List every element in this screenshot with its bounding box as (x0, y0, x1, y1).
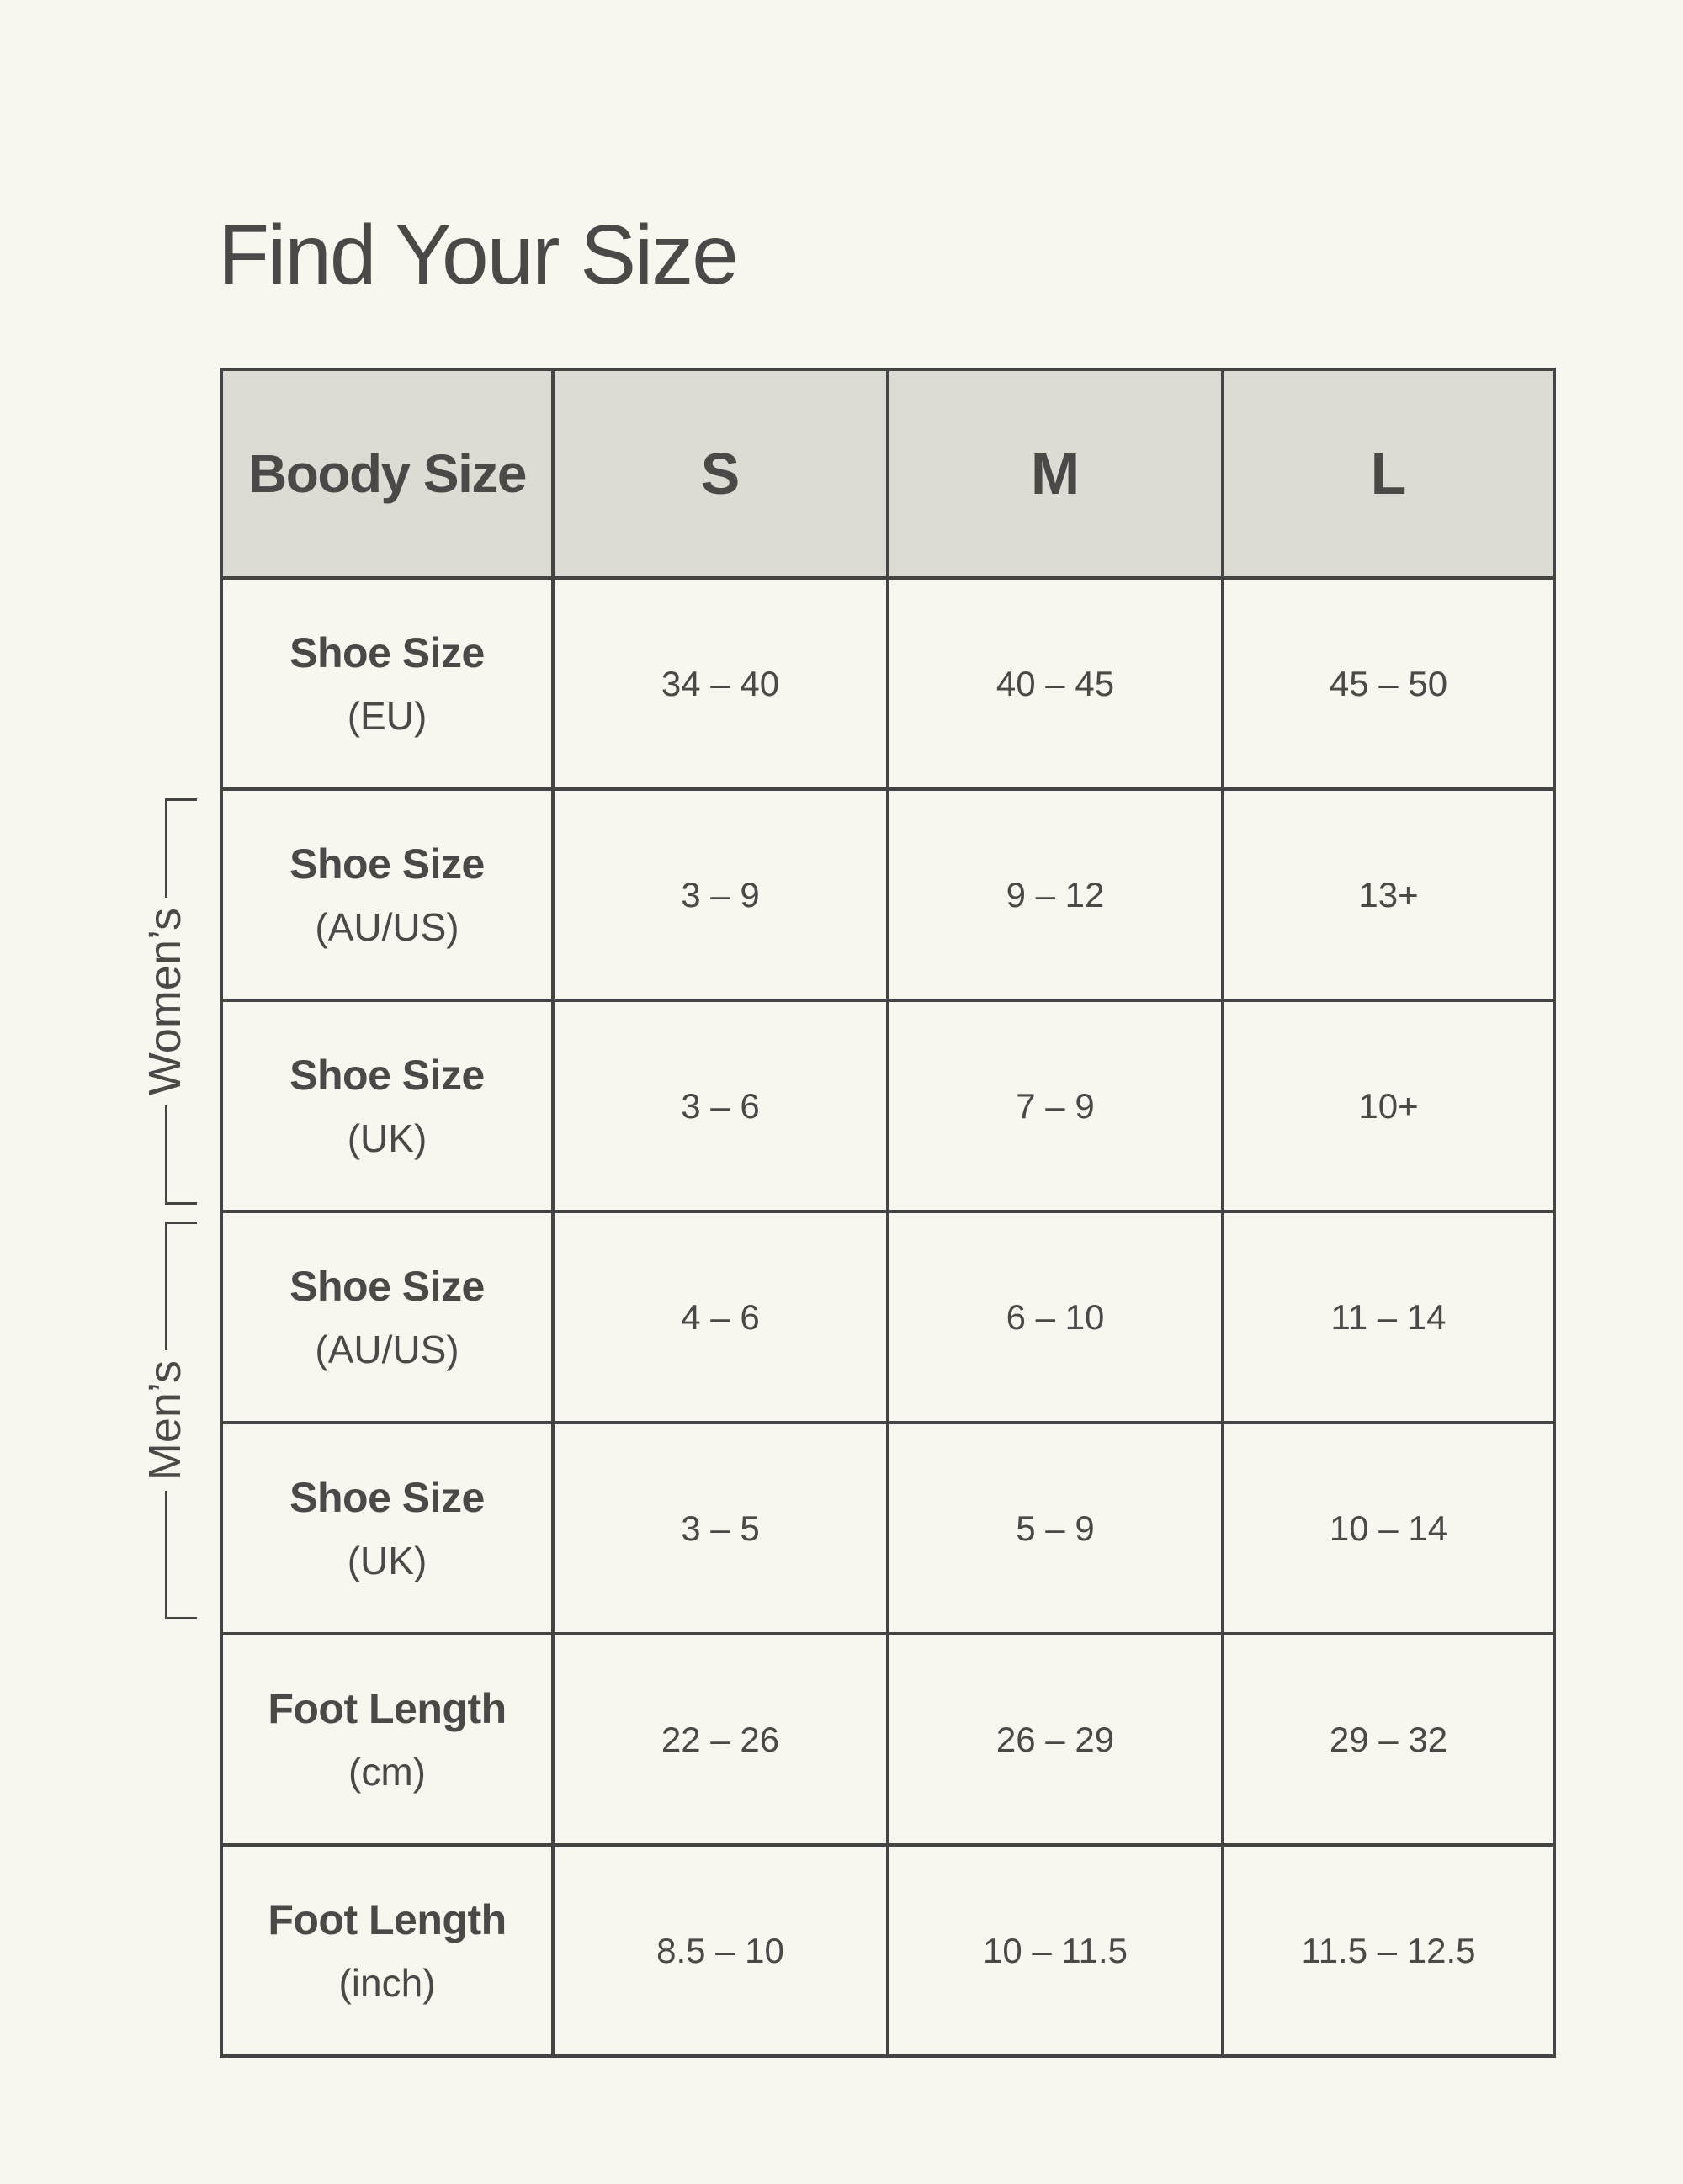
row-unit: (AU/US) (315, 1327, 459, 1371)
size-value-cell: 40 – 45 (886, 576, 1224, 791)
size-value-cell: 10+ (1221, 999, 1556, 1213)
size-value-cell: 7 – 9 (886, 999, 1224, 1213)
row-label: Shoe Size (289, 1052, 485, 1100)
row-header-cell: Foot Length (inch) (220, 1843, 555, 2058)
table-row-foot-length-inch: Foot Length (inch) 8.5 – 10 10 – 11.5 11… (220, 1843, 1556, 2058)
size-value-cell: 13+ (1221, 787, 1556, 1002)
column-header-l: L (1221, 368, 1556, 580)
table-header-row: Boody Size S M L (220, 368, 1556, 580)
row-header-cell: Shoe Size (UK) (220, 1421, 555, 1635)
row-unit: (cm) (348, 1749, 426, 1794)
size-value-cell: 4 – 6 (551, 1210, 889, 1424)
womens-bracket-label: Women’s (140, 907, 190, 1096)
row-unit: (EU) (347, 693, 427, 738)
row-header-cell: Shoe Size (AU/US) (220, 1210, 555, 1424)
size-value-cell: 5 – 9 (886, 1421, 1224, 1635)
size-value-cell: 26 – 29 (886, 1632, 1224, 1847)
size-value-cell: 10 – 11.5 (886, 1843, 1224, 2058)
womens-bracket-top-tick (165, 798, 197, 898)
size-value-cell: 11 – 14 (1221, 1210, 1556, 1424)
size-value-cell: 45 – 50 (1221, 576, 1556, 791)
size-value-cell: 6 – 10 (886, 1210, 1224, 1424)
row-header-cell: Shoe Size (EU) (220, 576, 555, 791)
header-corner-cell: Boody Size (220, 368, 555, 580)
size-value-cell: 11.5 – 12.5 (1221, 1843, 1556, 2058)
womens-bracket: Women’s (140, 798, 197, 1205)
row-label: Shoe Size (289, 1263, 485, 1311)
mens-bracket-top-tick (165, 1222, 197, 1350)
size-value-cell: 3 – 9 (551, 787, 889, 1002)
size-value-cell: 34 – 40 (551, 576, 889, 791)
size-chart-table: Boody Size S M L Shoe Size (EU) 34 – 40 … (220, 368, 1556, 2058)
corner-label: Boody Size (248, 443, 527, 504)
table-row-mens-shoe-size-uk: Shoe Size (UK) 3 – 5 5 – 9 10 – 14 (220, 1421, 1556, 1635)
size-value-cell: 3 – 5 (551, 1421, 889, 1635)
mens-bracket-label: Men’s (140, 1360, 190, 1482)
row-unit: (UK) (347, 1116, 427, 1160)
row-label: Shoe Size (289, 840, 485, 888)
size-value-cell: 9 – 12 (886, 787, 1224, 1002)
row-unit: (inch) (338, 1960, 436, 2005)
page-title: Find Your Size (218, 208, 739, 302)
table-row-foot-length-cm: Foot Length (cm) 22 – 26 26 – 29 29 – 32 (220, 1632, 1556, 1847)
size-value-cell: 8.5 – 10 (551, 1843, 889, 2058)
row-unit: (AU/US) (315, 904, 459, 949)
row-unit: (UK) (347, 1538, 427, 1582)
size-value-cell: 3 – 6 (551, 999, 889, 1213)
table-row-womens-shoe-size-uk: Shoe Size (UK) 3 – 6 7 – 9 10+ (220, 999, 1556, 1213)
row-label: Foot Length (268, 1685, 507, 1733)
row-header-cell: Shoe Size (AU/US) (220, 787, 555, 1002)
mens-bracket-bottom-tick (165, 1491, 197, 1620)
row-header-cell: Foot Length (cm) (220, 1632, 555, 1847)
size-value-cell: 29 – 32 (1221, 1632, 1556, 1847)
table-row-mens-shoe-size-auus: Shoe Size (AU/US) 4 – 6 6 – 10 11 – 14 (220, 1210, 1556, 1424)
column-header-m: M (886, 368, 1224, 580)
row-label: Shoe Size (289, 629, 485, 677)
table-row-shoe-size-eu: Shoe Size (EU) 34 – 40 40 – 45 45 – 50 (220, 576, 1556, 791)
column-header-s: S (551, 368, 889, 580)
table-row-womens-shoe-size-auus: Shoe Size (AU/US) 3 – 9 9 – 12 13+ (220, 787, 1556, 1002)
womens-bracket-bottom-tick (165, 1105, 197, 1205)
size-value-cell: 22 – 26 (551, 1632, 889, 1847)
row-header-cell: Shoe Size (UK) (220, 999, 555, 1213)
mens-bracket: Men’s (140, 1222, 197, 1620)
row-label: Foot Length (268, 1896, 507, 1944)
row-label: Shoe Size (289, 1474, 485, 1522)
size-value-cell: 10 – 14 (1221, 1421, 1556, 1635)
